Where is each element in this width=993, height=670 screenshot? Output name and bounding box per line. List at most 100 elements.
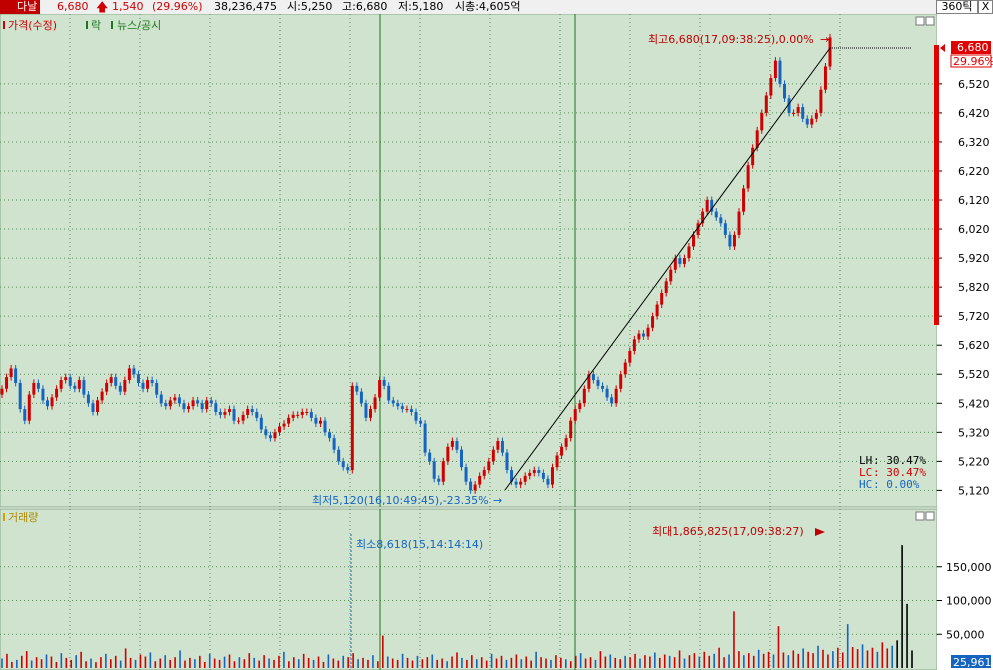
- candle: [546, 478, 550, 485]
- volume-bar: [446, 661, 448, 668]
- legend-volume[interactable]: 거래량: [8, 511, 38, 524]
- volume-bar: [451, 656, 453, 668]
- candle: [287, 417, 291, 424]
- volume-bar: [624, 655, 626, 668]
- volume-bar: [752, 655, 755, 668]
- candle: [605, 388, 609, 398]
- volume-bar: [668, 655, 671, 668]
- volume-bar: [555, 655, 557, 668]
- candle: [437, 478, 441, 482]
- volume-bar: [911, 650, 913, 668]
- volume-bar: [174, 657, 176, 668]
- candle: [268, 435, 272, 439]
- maximize-panel-button[interactable]: [925, 16, 935, 26]
- price-tick-label: 6,220: [958, 165, 990, 178]
- open-price: 시:5,250: [287, 0, 333, 13]
- volume-bar: [861, 644, 864, 668]
- volume-bar: [658, 657, 661, 668]
- volume-bar: [35, 657, 38, 668]
- candle: [487, 461, 491, 471]
- candle: [264, 429, 268, 436]
- candle: [118, 385, 122, 392]
- candle: [359, 391, 363, 404]
- candle: [5, 377, 9, 389]
- volume-grid: [0, 509, 937, 670]
- volume-axis-bg: [937, 509, 993, 670]
- volume-bar: [856, 649, 859, 668]
- volume-bar: [441, 658, 443, 668]
- volume-bar: [406, 657, 409, 668]
- candle: [328, 432, 332, 439]
- volume-bar: [545, 658, 547, 668]
- volume-bar: [560, 657, 562, 668]
- volume-bar: [876, 651, 879, 668]
- volume-bar: [743, 655, 745, 668]
- candle: [428, 452, 432, 462]
- volume-bar: [95, 662, 97, 668]
- volume-bar: [194, 659, 196, 668]
- candle: [678, 258, 682, 264]
- maximize-panel-button[interactable]: [925, 511, 935, 521]
- current-volume-tag-text: 25,961: [953, 656, 992, 669]
- candle: [23, 409, 27, 421]
- volume-tick-label: 50,000: [946, 628, 985, 641]
- candle: [164, 403, 168, 407]
- volume-bar: [515, 654, 518, 668]
- close-button[interactable]: X: [978, 0, 993, 14]
- candle: [396, 403, 400, 407]
- volume-bar: [495, 658, 498, 668]
- candle: [705, 200, 709, 212]
- candle: [73, 385, 77, 389]
- candle: [409, 409, 413, 412]
- volume-bar: [832, 651, 834, 668]
- volume-bar: [327, 654, 330, 668]
- volume-bar: [401, 653, 404, 668]
- current-pct-tag-text: 29.96%: [953, 55, 993, 68]
- volume-bar: [347, 657, 349, 668]
- volume-bar: [382, 635, 384, 668]
- volume-bar: [471, 655, 473, 668]
- candle: [132, 368, 136, 375]
- candle: [9, 368, 13, 378]
- stock-name[interactable]: 다날: [0, 0, 40, 14]
- volume-bar: [377, 661, 379, 668]
- candle: [569, 420, 573, 439]
- candle: [459, 449, 463, 468]
- volume-bar: [367, 659, 369, 668]
- tick-setting-button[interactable]: 360틱: [936, 0, 978, 14]
- volume-bar: [253, 657, 256, 668]
- minimize-panel-button[interactable]: [915, 16, 925, 26]
- minimize-panel-button[interactable]: [915, 511, 925, 521]
- volume-bar: [812, 653, 814, 668]
- volume-axis: 150,000 100,000 50,000: [937, 561, 992, 641]
- candle: [141, 382, 145, 389]
- volume-bar: [802, 648, 804, 668]
- candle: [32, 382, 36, 395]
- volume-bar: [302, 653, 305, 668]
- chart-area[interactable]: 6,520 6,420 6,320 6,220 6,120 6,020 5,920 5,820…: [0, 14, 993, 670]
- volume-bar: [792, 650, 795, 668]
- legend-rak[interactable]: 락: [91, 19, 101, 32]
- volume-bar: [866, 650, 869, 668]
- volume-bar: [233, 661, 236, 668]
- high-annotation: 최고6,680(17,09:38:25),0.00%: [648, 33, 814, 46]
- candle: [278, 426, 282, 433]
- candle: [496, 441, 500, 450]
- candle: [473, 484, 477, 491]
- volume-bar: [268, 658, 270, 668]
- candle: [742, 188, 746, 212]
- legend-marker: [3, 21, 5, 29]
- high-price: 고:6,680: [342, 0, 388, 13]
- candle: [596, 380, 600, 386]
- candle: [323, 420, 327, 433]
- legend-news[interactable]: 뉴스/공시: [117, 19, 161, 32]
- volume-bar: [540, 657, 542, 668]
- volume-bar: [16, 659, 18, 668]
- volume-bar: [164, 655, 167, 668]
- volume-bar: [391, 658, 394, 668]
- legend-price[interactable]: 가격(수정): [8, 19, 57, 32]
- candle: [36, 382, 40, 389]
- candle: [59, 380, 63, 389]
- volume-bar: [411, 660, 414, 668]
- candle: [732, 234, 736, 247]
